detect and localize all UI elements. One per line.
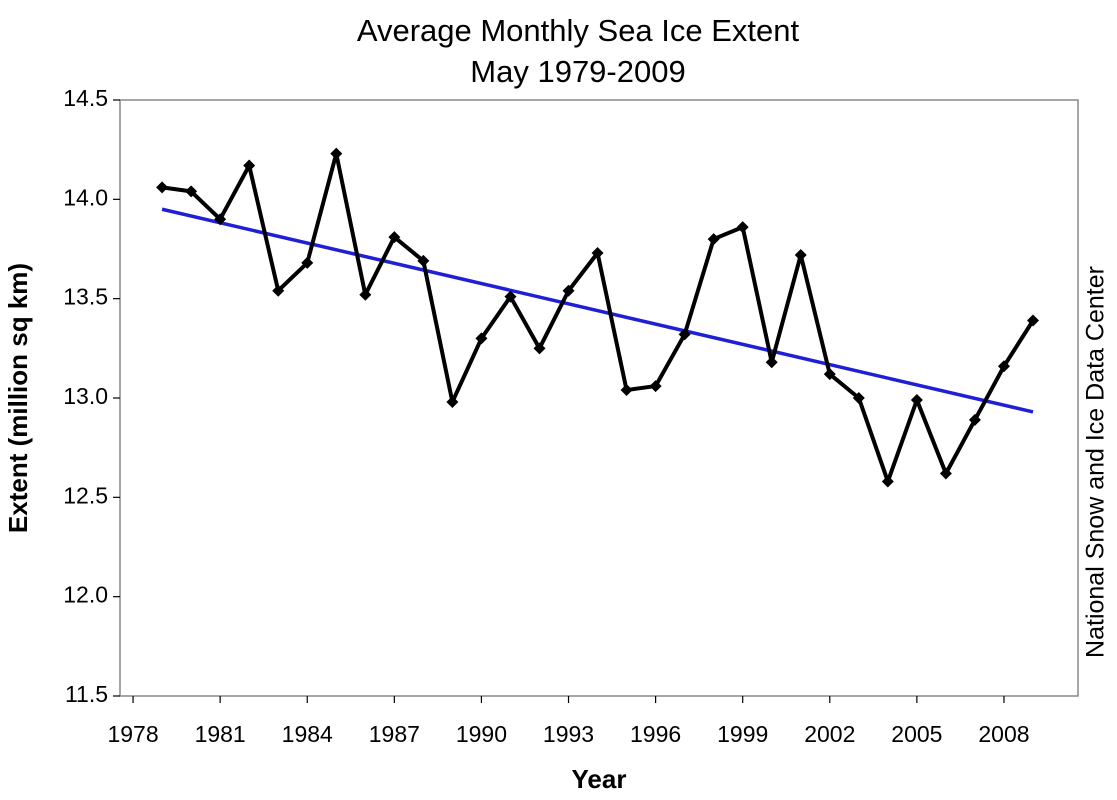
chart-title: Average Monthly Sea Ice Extent xyxy=(357,13,800,48)
data-point xyxy=(214,213,227,226)
data-point xyxy=(301,256,314,269)
data-point xyxy=(272,284,285,297)
data-point xyxy=(852,392,865,404)
y-tick-label: 13.5 xyxy=(63,284,108,310)
data-point xyxy=(475,332,488,345)
data-line xyxy=(161,151,1035,484)
y-tick-label: 13.0 xyxy=(63,383,108,409)
x-tick-label: 1987 xyxy=(369,721,420,747)
y-tick-label: 11.5 xyxy=(65,681,108,707)
x-tick-label: 1978 xyxy=(107,721,158,747)
x-axis-label: Year xyxy=(572,764,627,794)
chart-subtitle: May 1979-2009 xyxy=(470,54,685,89)
data-point xyxy=(185,185,198,198)
data-point xyxy=(446,395,459,408)
x-tick-label: 1981 xyxy=(195,721,246,747)
y-tick-label: 12.0 xyxy=(63,582,108,608)
x-tick-label: 2005 xyxy=(891,721,942,747)
x-tick-label: 1984 xyxy=(282,721,333,747)
plot-frame xyxy=(119,99,1079,697)
data-point xyxy=(504,290,517,303)
x-tick-label: 1990 xyxy=(456,721,507,747)
data-point xyxy=(1027,314,1040,327)
y-tick-label: 12.5 xyxy=(63,482,108,508)
data-point xyxy=(910,393,923,406)
x-tick-label: 1996 xyxy=(630,721,681,747)
data-point xyxy=(359,288,372,301)
data-point xyxy=(678,328,691,341)
data-point xyxy=(649,380,662,393)
x-tick-label: 1993 xyxy=(543,721,594,747)
data-point xyxy=(765,356,778,369)
data-point xyxy=(736,221,749,234)
data-point xyxy=(881,475,894,488)
data-point xyxy=(997,360,1010,373)
data-point xyxy=(533,342,546,355)
data-point xyxy=(591,246,604,259)
x-tick-label: 2008 xyxy=(978,721,1029,747)
y-axis-label: Extent (million sq km) xyxy=(3,263,33,533)
y-tick-label: 14.0 xyxy=(63,184,108,210)
data-point xyxy=(562,284,575,297)
data-point xyxy=(330,147,343,160)
data-point xyxy=(794,248,807,261)
data-point xyxy=(823,368,836,381)
data-point xyxy=(968,413,981,426)
data-point xyxy=(939,467,952,480)
data-point xyxy=(417,254,430,267)
trend-line xyxy=(161,207,1034,414)
y-tick-label: 14.5 xyxy=(63,85,108,111)
x-tick-label: 2002 xyxy=(804,721,855,747)
data-point xyxy=(388,231,401,244)
data-point xyxy=(243,159,256,172)
source-note: National Snow and Ice Data Center xyxy=(1082,266,1110,658)
data-point xyxy=(620,384,633,397)
data-point xyxy=(156,181,169,194)
x-tick-label: 1999 xyxy=(717,721,768,747)
data-point xyxy=(707,233,720,246)
